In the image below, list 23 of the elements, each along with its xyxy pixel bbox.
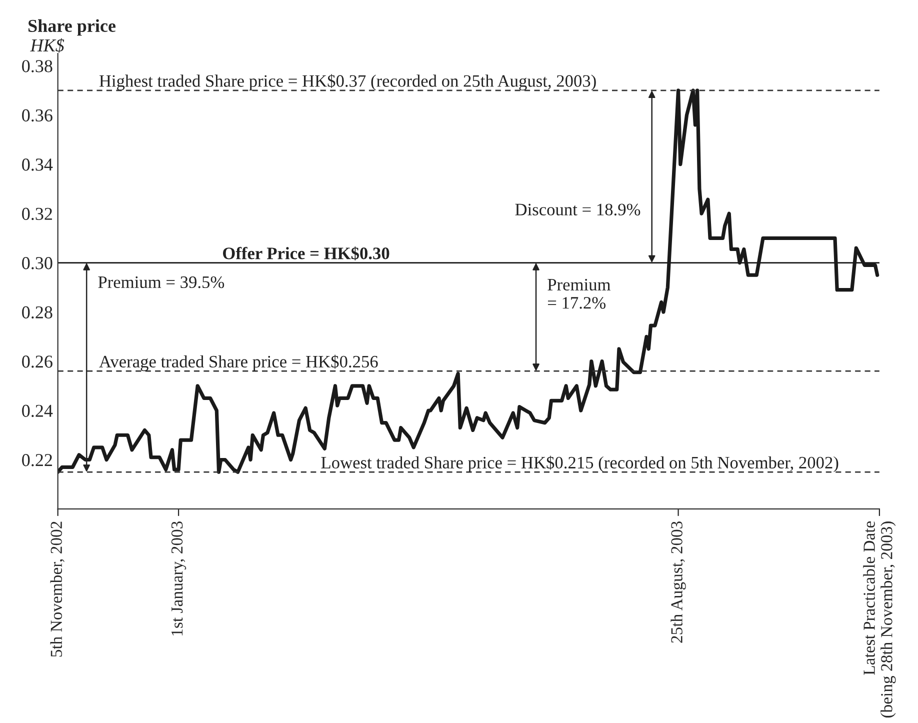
y-axis-title: HK$ (30, 38, 64, 53)
ref-line-label: Highest traded Share price = HK$0.37 (recorded on 25th August, 2003) (99, 74, 596, 90)
y-tick-label: 0.38 (22, 60, 52, 72)
ref-line-label: Average traded Share price = HK$0.256 (99, 354, 378, 372)
y-tick-label: 0.28 (22, 306, 52, 319)
y-tick-label: 0.22 (22, 454, 52, 466)
x-tick-label: Latest Practicable Date (being 28th November, 2003) (863, 521, 896, 718)
ref-line-label: Offer Price = HK$0.30 (223, 246, 390, 260)
annotation: Discount = 18.9% (515, 204, 640, 216)
x-tick-label: 25th August, 2003 (670, 521, 686, 643)
y-tick-label: 0.32 (22, 208, 52, 220)
ref-line-label: Lowest traded Share price = HK$0.215 (recorded on 5th November, 2002) (321, 456, 838, 472)
y-tick-label: 0.26 (22, 356, 52, 368)
y-tick-label: 0.36 (22, 109, 52, 122)
annotation: Premium = 17.2% (548, 278, 611, 309)
line-series (58, 88, 880, 474)
x-tick-label: 1st January, 2003 (171, 521, 186, 636)
chart-title: Share price (28, 19, 116, 36)
x-tick-label: 5th November, 2002 (50, 522, 64, 657)
y-tick-label: 0.34 (22, 158, 53, 171)
annotation: Premium = 39.5% (98, 276, 224, 288)
y-tick-label: 0.30 (22, 257, 52, 270)
y-tick-label: 0.24 (22, 404, 53, 418)
